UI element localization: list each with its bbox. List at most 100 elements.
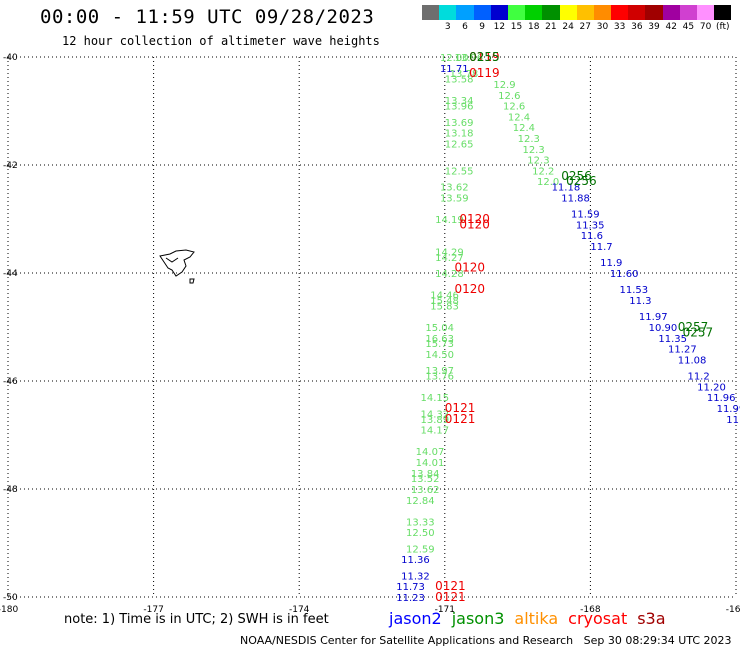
color-swatch-label: (ft) [716,22,730,32]
data-label-jason2: 11.32 [401,571,430,582]
data-label-cryosat: 0121 [445,401,476,415]
data-label-jason3: 14.17 [421,426,450,437]
data-label-jason2: 11.27 [668,345,697,356]
data-label-jason2: 11.53 [620,285,649,296]
data-label-jason2: 11.88 [561,193,590,204]
data-label-jason3: 14.29 [435,247,464,258]
color-swatch-label: 45 [682,22,695,32]
data-label-jason2: 11.08 [678,355,707,366]
x-tick-label: -180 [0,605,18,615]
color-swatch-label: 24 [562,22,574,32]
data-label-jason3: 15.04 [425,323,454,334]
data-label-cryosat: 0120 [455,282,486,296]
data-label-jason2: 10.90 [649,323,678,334]
axis-ticks: -180 -177 -174 -171 -168 -165 -50 -48 -46 -44 -42 -… [0,53,740,615]
data-label-cryosat: 0121 [435,579,466,593]
data-label-jason3: 15.48 [430,296,459,307]
data-label-jason3: 12.59 [406,544,435,555]
island-outline [159,249,195,284]
data-label-jason3: 12.84 [406,496,435,507]
x-tick-label: -168 [580,605,601,615]
data-marks: 12.0013.9613.7813.5813.3413.9613.6913.18… [396,50,740,604]
data-label-jason2: 11.6 [581,231,603,242]
y-tick-label: -50 [3,593,18,603]
y-tick-label: -40 [3,53,18,63]
data-label-jason3: 13.18 [445,129,474,140]
data-label-jason2: 11.35 [576,220,605,231]
data-label-jason3: 12.3 [522,145,544,156]
data-label-jason2: 11.7 [590,242,612,253]
data-label-jason3: 12.0 [537,177,559,188]
data-label-jason3: 0256 [561,169,592,183]
data-label-jason3: 13.96 [455,53,484,64]
data-label-jason2: 11.60 [610,269,639,280]
data-label-jason3: 13.59 [440,193,469,204]
data-label-jason3: 12.3 [518,134,540,145]
data-label-jason3: 15.83 [430,301,459,312]
data-label-jason2: 11.23 [396,593,425,604]
data-label-jason3: 16.63 [425,334,454,345]
data-label-jason3: 14.27 [435,253,464,264]
grid-lines [7,56,737,598]
data-label-jason2: 11.59 [571,210,600,221]
y-tick-label: -46 [3,377,18,387]
y-tick-label: -48 [3,485,18,495]
data-label-jason3: 12.3 [527,156,549,167]
data-label-jason3: 14.50 [425,350,454,361]
data-label-jason3: 13.78 [450,69,479,80]
data-label-jason2: 11.71 [440,64,469,75]
data-label-jason3: 12.55 [445,166,474,177]
satellite-s3a: s3a [637,609,666,628]
color-swatch [662,5,680,20]
data-label-jason3: 14.01 [416,458,445,469]
satellite-jason2: jason2 [389,609,442,628]
color-swatch [456,5,474,20]
color-swatch [645,5,663,20]
color-swatch-label: 9 [479,22,486,32]
data-label-jason2: 11.20 [697,382,726,393]
color-swatch [714,5,732,20]
chart-subtitle: 12 hour collection of altimeter wave hei… [62,34,380,48]
color-swatch-label: 6 [462,22,468,32]
satellite-jason3: jason3 [451,609,505,628]
color-swatch-label: 30 [596,22,609,32]
x-tick-label: -171 [435,605,455,615]
data-label-jason2: 11.97 [639,312,668,323]
data-label-cryosat: 0120 [459,217,490,231]
data-label-jason3: 14.07 [416,447,445,458]
data-label-jason2: 11.9 [600,258,622,269]
color-swatch [525,5,543,20]
data-label-jason3: 13.76 [425,372,454,383]
data-label-cryosat: 0120 [459,212,490,226]
data-label-jason3: 14.32 [421,409,450,420]
data-label-cryosat: 0119 [469,50,500,64]
color-swatch-label: 3 [444,22,451,32]
data-label-cryosat: 0119 [469,66,500,80]
data-label-jason2: 11.96 [707,393,736,404]
color-swatch [542,5,560,20]
satellite-altika: altika [514,609,559,628]
data-label-jason3: 0255 [469,50,500,64]
data-label-jason3: 12.6 [498,91,520,102]
color-swatch-label: 42 [665,22,677,32]
x-tick-label: -177 [143,605,163,615]
data-label-jason3: 0257 [683,325,714,339]
color-scale-labels: 3 6 9 12 15 18 21 24 27 30 33 36 39 42 45 70 (ft) [422,22,731,32]
data-label-jason3: 12.4 [508,112,530,123]
data-label-jason3: 12.65 [445,139,474,150]
color-swatch [473,5,491,20]
data-label-jason3: 13.96 [445,102,474,113]
credit-line: NOAA/NESDIS Center for Satellite Applica… [240,634,732,647]
data-label-jason3: 14.46 [430,291,459,302]
footnote: note: 1) Time is in UTC; 2) SWH is in fe… [64,612,329,627]
data-label-jason3: 13.89 [421,415,450,426]
color-swatch [697,5,715,20]
data-label-jason3: 13.62 [440,183,469,194]
data-label-jason3: 14.28 [435,269,464,280]
data-label-jason3: 0256 [566,174,597,188]
y-tick-label: -44 [3,269,18,279]
color-swatch-label: 39 [648,22,660,32]
data-label-jason2: 11.35 [658,334,687,345]
color-swatch [628,5,646,20]
